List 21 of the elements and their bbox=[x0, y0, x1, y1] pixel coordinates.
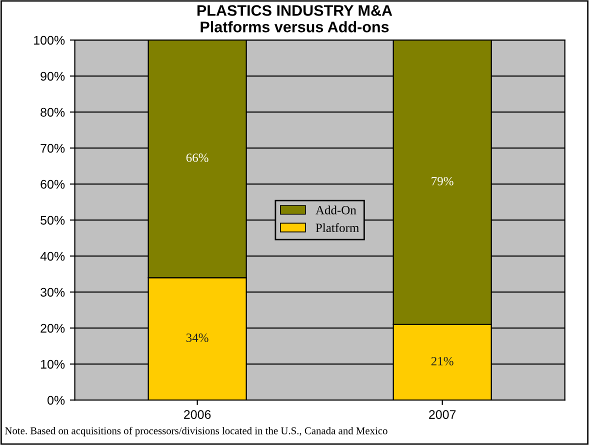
y-tick-label: 20% bbox=[40, 324, 65, 333]
y-tick-label: 60% bbox=[40, 180, 65, 189]
data-label: 21% bbox=[431, 356, 454, 366]
chart-title: PLASTICS INDUSTRY M&A Platforms versus Add-ons bbox=[197, 5, 392, 32]
y-tick-label: 90% bbox=[40, 72, 65, 81]
legend-label: Add-On bbox=[316, 206, 356, 214]
y-tick-label: 70% bbox=[40, 144, 65, 153]
y-tick-label: 30% bbox=[40, 288, 65, 297]
text: Note. Based on acquisitions of processors/divisions located in the U.S., Canada and Mexico bbox=[5, 426, 388, 436]
data-label: 34% bbox=[186, 334, 208, 342]
data-label: 79% bbox=[432, 176, 454, 186]
y-tick-label: 0% bbox=[48, 396, 65, 405]
x-tick-label: 2007 bbox=[429, 410, 456, 419]
x-tick-label: 2006 bbox=[184, 410, 211, 419]
legend-label: Platform bbox=[316, 223, 360, 232]
y-tick-label: 100% bbox=[34, 36, 65, 45]
y-tick-label: 40% bbox=[40, 252, 65, 261]
data-label: 66% bbox=[186, 154, 208, 162]
y-tick-label: 10% bbox=[41, 360, 65, 369]
y-tick-label: 80% bbox=[40, 108, 65, 117]
y-tick-label: 50% bbox=[40, 216, 65, 225]
